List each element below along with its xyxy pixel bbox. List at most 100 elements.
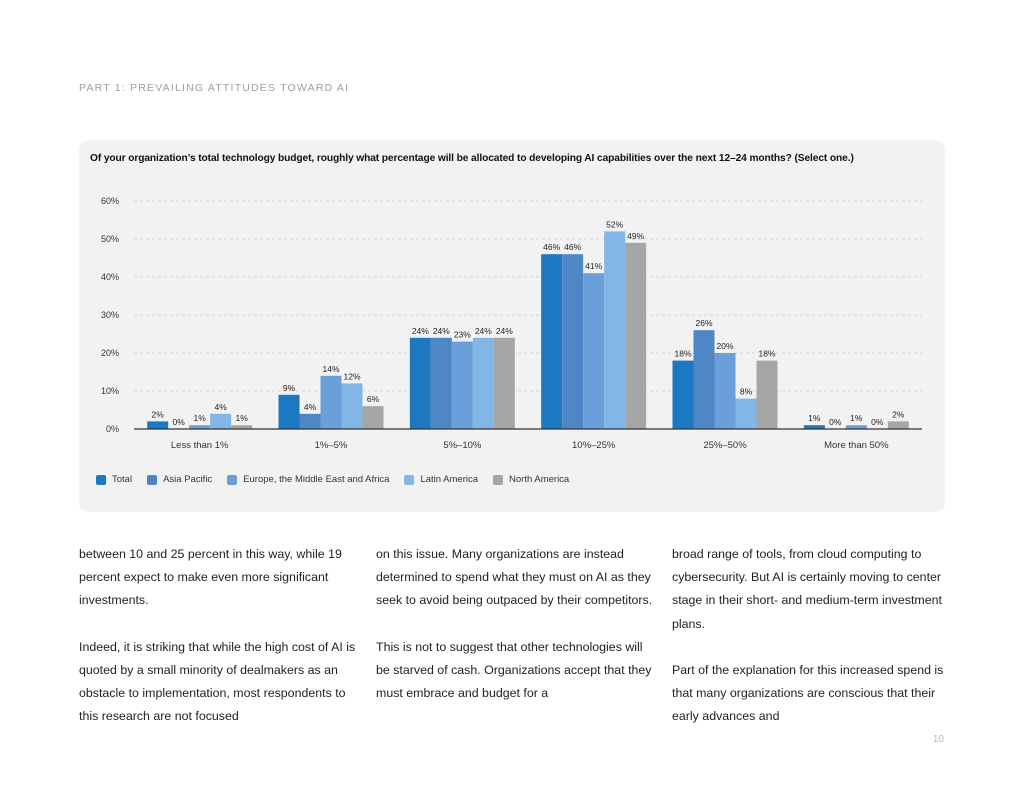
bar bbox=[231, 425, 253, 429]
data-label: 52% bbox=[606, 219, 623, 229]
legend-swatch bbox=[96, 474, 106, 485]
data-label: 1% bbox=[194, 413, 207, 423]
bar bbox=[541, 254, 563, 429]
section-label: PART 1: PREVAILING ATTITUDES TOWARD AI bbox=[79, 82, 350, 94]
bar bbox=[583, 273, 605, 429]
data-label: 23% bbox=[454, 330, 471, 340]
page-number: 10 bbox=[932, 734, 944, 745]
legend-item: Latin America bbox=[404, 474, 478, 485]
data-label: 9% bbox=[283, 383, 296, 393]
body-column-3: broad range of tools, from cloud computi… bbox=[672, 543, 952, 752]
bar bbox=[845, 425, 867, 429]
y-tick-label: 10% bbox=[101, 386, 119, 396]
y-tick-label: 20% bbox=[101, 348, 119, 358]
paragraph: on this issue. Many organizations are in… bbox=[376, 547, 653, 608]
data-label: 24% bbox=[412, 326, 429, 336]
legend-label: Total bbox=[112, 474, 133, 485]
bar bbox=[472, 337, 494, 429]
bar bbox=[341, 383, 363, 429]
bar bbox=[210, 413, 232, 429]
body-column-1: between 10 and 25 percent in this way, w… bbox=[79, 543, 359, 752]
legend-item: Europe, the Middle East and Africa bbox=[227, 474, 389, 485]
legend-swatch bbox=[404, 474, 415, 485]
bar bbox=[320, 375, 342, 429]
chart-card: Of your organization’s total technology … bbox=[79, 140, 945, 512]
data-label: 1% bbox=[808, 413, 821, 423]
legend-label: Latin America bbox=[420, 474, 479, 485]
data-label: 0% bbox=[871, 417, 884, 427]
legend-swatch bbox=[147, 474, 158, 485]
x-tick-label: 5%–10% bbox=[443, 440, 482, 451]
data-label: 1% bbox=[236, 413, 249, 423]
data-label: 24% bbox=[496, 326, 513, 336]
bar bbox=[756, 360, 778, 429]
bar bbox=[887, 421, 909, 429]
paragraph: Part of the explanation for this increas… bbox=[672, 663, 944, 724]
paragraph: Indeed, it is striking that while the hi… bbox=[79, 639, 356, 724]
data-label: 46% bbox=[564, 242, 581, 252]
bar bbox=[735, 398, 757, 429]
data-label: 46% bbox=[543, 242, 560, 252]
data-label: 1% bbox=[850, 413, 863, 423]
y-tick-label: 60% bbox=[101, 196, 119, 206]
bar bbox=[493, 337, 515, 429]
bar bbox=[451, 341, 473, 429]
legend-label: Europe, the Middle East and Africa bbox=[243, 474, 390, 485]
data-label: 0% bbox=[173, 417, 186, 427]
data-label: 0% bbox=[829, 417, 842, 427]
data-label: 18% bbox=[674, 349, 691, 359]
bar bbox=[562, 254, 584, 429]
bar bbox=[803, 425, 825, 429]
legend-label: Asia Pacific bbox=[163, 474, 213, 485]
y-tick-label: 50% bbox=[101, 234, 119, 244]
paragraph: between 10 and 25 percent in this way, w… bbox=[79, 547, 342, 608]
legend-item: Total bbox=[96, 474, 132, 485]
data-label: 24% bbox=[475, 326, 492, 336]
data-label: 6% bbox=[367, 394, 380, 404]
bar bbox=[625, 242, 647, 429]
legend-swatch bbox=[493, 474, 504, 485]
bar bbox=[714, 353, 736, 429]
x-tick-label: 25%–50% bbox=[703, 440, 747, 451]
data-label: 12% bbox=[343, 371, 360, 381]
data-label: 2% bbox=[892, 409, 905, 419]
body-column-2: on this issue. Many organizations are in… bbox=[376, 543, 656, 729]
bar bbox=[604, 231, 626, 429]
bar bbox=[147, 421, 169, 429]
x-tick-label: 1%–5% bbox=[315, 440, 348, 451]
data-label: 41% bbox=[585, 261, 602, 271]
y-tick-label: 40% bbox=[101, 272, 119, 282]
chart-legend: Total Asia Pacific Europe, the Middle East… bbox=[96, 474, 584, 485]
y-tick-label: 0% bbox=[106, 424, 119, 434]
bar bbox=[672, 360, 694, 429]
paragraph: This is not to suggest that other techno… bbox=[376, 639, 652, 701]
bar bbox=[362, 406, 384, 429]
data-label: 2% bbox=[152, 409, 165, 419]
bar bbox=[299, 413, 321, 429]
legend-item: North America bbox=[493, 474, 569, 485]
bar bbox=[409, 337, 431, 429]
x-tick-label: More than 50% bbox=[824, 440, 889, 451]
bar bbox=[693, 330, 715, 429]
chart-title: Of your organization’s total technology … bbox=[90, 153, 854, 164]
data-label: 8% bbox=[740, 387, 753, 397]
data-label: 24% bbox=[433, 326, 450, 336]
bar-chart: 0% 10% 20% 30% 40% 50% 60% 2% 0% 1% 4% 1% Less than … bbox=[101, 196, 922, 451]
data-label: 4% bbox=[304, 402, 317, 412]
data-label: 49% bbox=[627, 231, 644, 241]
legend-swatch bbox=[227, 474, 238, 485]
bar bbox=[189, 425, 211, 429]
bar bbox=[430, 337, 452, 429]
data-label: 4% bbox=[215, 402, 228, 412]
data-label: 18% bbox=[758, 349, 775, 359]
legend-item: Asia Pacific bbox=[147, 474, 212, 485]
data-label: 14% bbox=[322, 364, 339, 374]
x-tick-label: 10%–25% bbox=[572, 440, 616, 451]
data-label: 26% bbox=[695, 318, 712, 328]
legend-label: North America bbox=[509, 474, 570, 485]
bar bbox=[278, 394, 300, 429]
x-tick-label: Less than 1% bbox=[171, 440, 229, 451]
y-tick-label: 30% bbox=[101, 310, 119, 320]
data-label: 20% bbox=[716, 341, 733, 351]
paragraph: broad range of tools, from cloud computi… bbox=[672, 547, 942, 631]
